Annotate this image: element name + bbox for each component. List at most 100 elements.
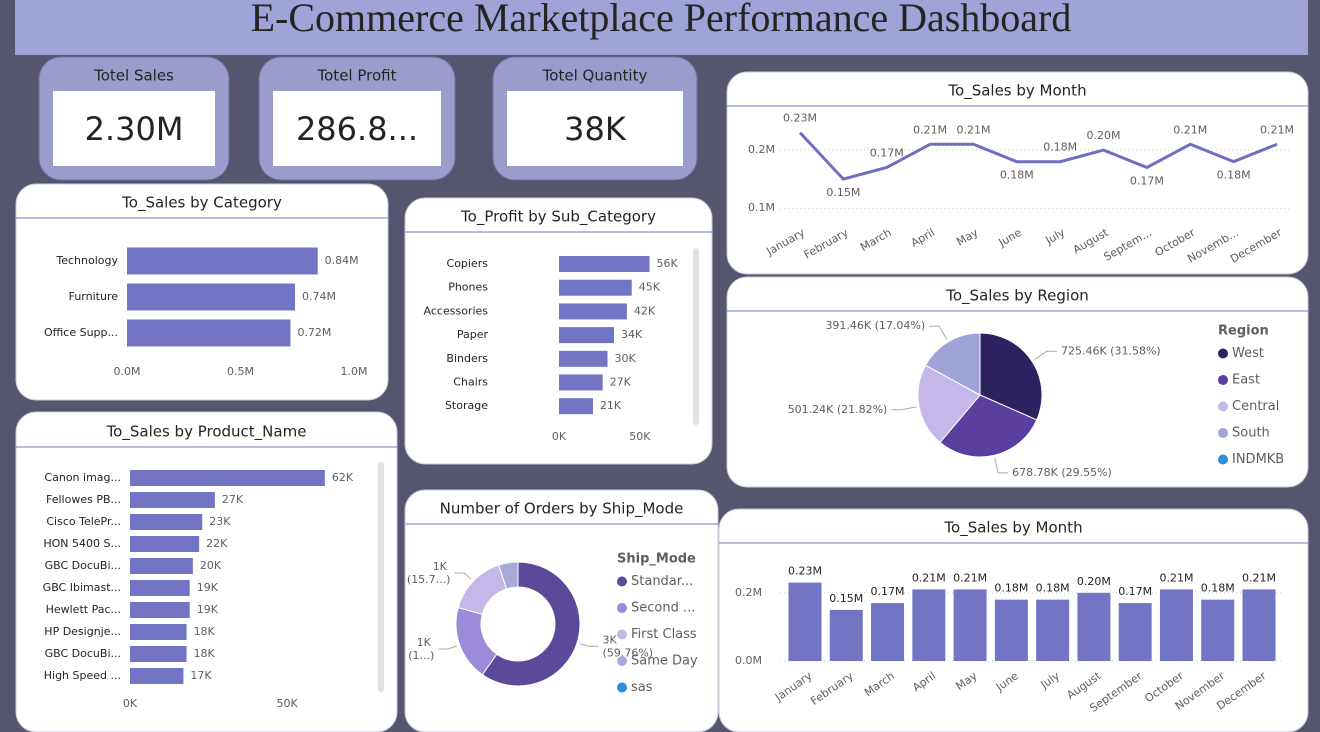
bar: [1201, 599, 1235, 661]
leader-line: [994, 458, 1009, 474]
data-label: 0.21M: [1242, 571, 1276, 584]
bar: [130, 492, 215, 508]
bar: [559, 303, 627, 320]
data-label: 1K (1...): [408, 636, 434, 662]
data-label: 18K: [194, 625, 216, 638]
bar: [1159, 589, 1193, 661]
kpi-label: Totel Quantity: [542, 67, 648, 85]
bar: [1118, 603, 1152, 661]
data-label: 19K: [197, 581, 219, 594]
legend-marker: [1218, 428, 1228, 438]
leader-line: [891, 406, 917, 411]
bar: [130, 536, 200, 552]
x-tick-label: 0K: [552, 430, 567, 443]
legend-label: INDMKB: [1232, 452, 1284, 467]
leader-line: [579, 643, 599, 647]
data-label: 0.17M: [1118, 585, 1152, 598]
data-label: 0.21M: [1260, 123, 1294, 136]
x-tick-label: 50K: [629, 430, 651, 443]
data-label: 0.18M: [1217, 169, 1251, 182]
bar: [130, 514, 203, 530]
kpi-label: Totel Profit: [317, 67, 397, 85]
data-label: 0.21M: [1159, 571, 1193, 584]
data-label: 501.24K (21.82%): [788, 403, 888, 416]
bar: [953, 589, 987, 661]
data-label: 45K: [639, 281, 661, 294]
y-tick-label: Storage: [445, 399, 488, 412]
data-label: 30K: [615, 352, 637, 365]
bar: [788, 582, 822, 661]
data-label: 0.20M: [1087, 129, 1121, 142]
y-tick-label: 0.1M: [748, 201, 775, 214]
x-tick-label: 0.5M: [227, 365, 254, 378]
data-label: 0.74M: [302, 290, 336, 303]
data-label: 0.17M: [871, 585, 905, 598]
legend-label: East: [1232, 373, 1260, 388]
data-label: 0.17M: [870, 147, 904, 160]
leader-line: [1034, 350, 1057, 360]
y-tick-label: High Speed ...: [44, 669, 121, 682]
data-label: 42K: [634, 304, 656, 317]
kpi-box: [507, 91, 683, 166]
chart-title: To_Profit by Sub_Category: [460, 208, 656, 227]
y-tick-label: Canon imag...: [44, 471, 121, 484]
x-tick-label: 0.0M: [114, 365, 141, 378]
slice: [979, 332, 1043, 421]
line-series: [798, 131, 1278, 181]
data-label: 391.46K (17.04%): [825, 319, 925, 332]
data-label: 27K: [610, 376, 632, 389]
chart-title: Number of Orders by Ship_Mode: [440, 500, 684, 519]
slice: [924, 332, 981, 396]
y-tick-label: GBC Ibimast...: [43, 581, 121, 594]
data-label: 0.84M: [325, 254, 359, 267]
slice: [917, 364, 981, 444]
data-label-line: 1K: [417, 636, 435, 649]
bar: [130, 602, 190, 618]
data-label: 17K: [190, 669, 212, 682]
kpi-value: 2.30M: [85, 110, 184, 148]
data-label: 1K (15.7...): [407, 560, 451, 586]
data-label: 23K: [209, 515, 231, 528]
y-tick-label: Office Supp...: [44, 326, 118, 339]
x-tick-label: 0K: [123, 697, 138, 710]
y-tick-label: Fellowes PB...: [46, 493, 121, 506]
legend-title: Region: [1218, 324, 1269, 339]
bar: [1242, 589, 1276, 661]
slice: [939, 394, 1038, 458]
data-label: 18K: [194, 647, 216, 660]
y-tick-label: 0.0M: [735, 654, 762, 667]
y-tick-label: Accessories: [424, 304, 489, 317]
bar: [130, 624, 187, 640]
bar: [559, 256, 650, 272]
data-label: 0.21M: [1173, 123, 1207, 136]
slice: [481, 561, 581, 687]
bar: [559, 374, 603, 391]
title-banner: [15, 0, 1308, 55]
scrollbar: [693, 248, 699, 425]
legend-marker: [1218, 454, 1228, 465]
legend-marker: [1218, 401, 1228, 412]
legend-marker: [617, 682, 627, 693]
y-tick-label: Hewlett Pac...: [46, 603, 121, 616]
y-tick-label: HP Designje...: [44, 625, 121, 638]
data-label: 0.18M: [1036, 582, 1070, 595]
data-label-line: (1...): [408, 649, 434, 662]
data-label-line: (15.7...): [407, 573, 451, 586]
kpi-box: [273, 91, 441, 166]
data-label: 20K: [200, 559, 222, 572]
bar: [130, 668, 184, 684]
legend-marker: [1218, 375, 1228, 385]
y-tick-label: 0.2M: [735, 586, 762, 599]
kpi-label: Totel Sales: [93, 67, 174, 85]
y-tick-label: HON 5400 S...: [43, 537, 121, 550]
y-tick-label: Paper: [457, 328, 489, 341]
leader-line: [438, 645, 457, 650]
bar: [559, 327, 614, 344]
bar: [1077, 592, 1111, 661]
data-label: 725.46K (31.58%): [1061, 344, 1161, 357]
slice: [498, 561, 519, 590]
bar: [130, 558, 193, 574]
data-label: 34K: [621, 328, 643, 341]
